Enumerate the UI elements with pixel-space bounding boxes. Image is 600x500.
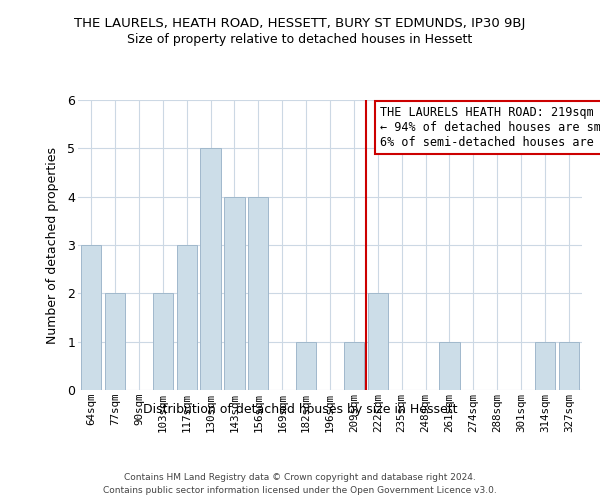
- Y-axis label: Number of detached properties: Number of detached properties: [46, 146, 59, 344]
- Bar: [296, 342, 316, 390]
- Bar: [200, 148, 221, 390]
- Text: Size of property relative to detached houses in Hessett: Size of property relative to detached ho…: [127, 32, 473, 46]
- Text: THE LAURELS HEATH ROAD: 219sqm
← 94% of detached houses are smaller (30)
6% of s: THE LAURELS HEATH ROAD: 219sqm ← 94% of …: [380, 106, 600, 149]
- Bar: [81, 245, 101, 390]
- Bar: [224, 196, 245, 390]
- Bar: [344, 342, 364, 390]
- Text: Contains public sector information licensed under the Open Government Licence v3: Contains public sector information licen…: [103, 486, 497, 495]
- Bar: [105, 294, 125, 390]
- Text: Contains HM Land Registry data © Crown copyright and database right 2024.: Contains HM Land Registry data © Crown c…: [124, 472, 476, 482]
- Bar: [559, 342, 579, 390]
- Text: Distribution of detached houses by size in Hessett: Distribution of detached houses by size …: [143, 402, 457, 415]
- Bar: [248, 196, 268, 390]
- Bar: [439, 342, 460, 390]
- Bar: [368, 294, 388, 390]
- Bar: [152, 294, 173, 390]
- Bar: [176, 245, 197, 390]
- Text: THE LAURELS, HEATH ROAD, HESSETT, BURY ST EDMUNDS, IP30 9BJ: THE LAURELS, HEATH ROAD, HESSETT, BURY S…: [74, 18, 526, 30]
- Bar: [535, 342, 555, 390]
